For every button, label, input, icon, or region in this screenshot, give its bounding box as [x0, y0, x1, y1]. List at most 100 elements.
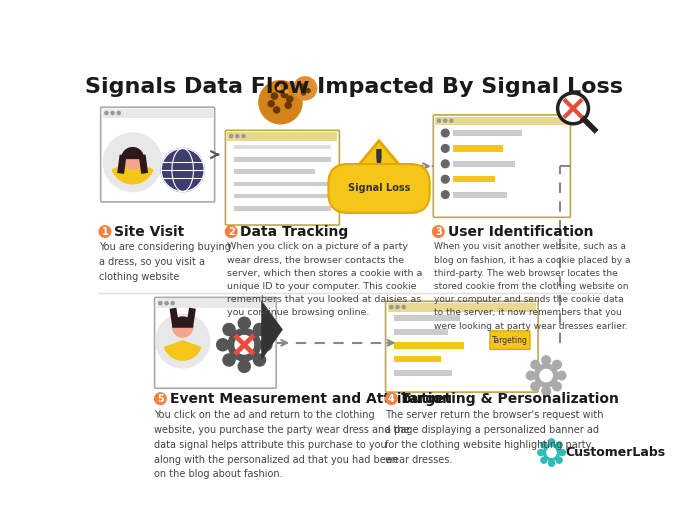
Text: 2: 2 — [228, 227, 235, 237]
Circle shape — [230, 134, 233, 138]
Circle shape — [104, 133, 162, 192]
FancyBboxPatch shape — [235, 194, 331, 199]
Wedge shape — [112, 162, 153, 184]
Circle shape — [165, 302, 168, 305]
Text: Targeting & Personalization: Targeting & Personalization — [401, 392, 618, 406]
FancyBboxPatch shape — [395, 342, 464, 349]
FancyBboxPatch shape — [395, 315, 460, 321]
Text: Data Tracking: Data Tracking — [240, 225, 348, 238]
Circle shape — [437, 119, 441, 122]
FancyBboxPatch shape — [435, 117, 569, 125]
Text: Event Measurement and Attribution: Event Measurement and Attribution — [170, 392, 451, 406]
Text: The server return the browser's request with
a page displaying a personalized ba: The server return the browser's request … — [385, 410, 604, 465]
Circle shape — [285, 102, 291, 108]
Circle shape — [549, 460, 555, 466]
Circle shape — [306, 89, 310, 92]
FancyBboxPatch shape — [235, 144, 331, 149]
Circle shape — [542, 387, 551, 395]
Circle shape — [268, 101, 275, 107]
FancyBboxPatch shape — [155, 297, 276, 388]
FancyBboxPatch shape — [235, 206, 331, 211]
Circle shape — [402, 305, 405, 309]
FancyBboxPatch shape — [453, 161, 515, 167]
Circle shape — [442, 175, 449, 183]
Circle shape — [301, 84, 305, 88]
Circle shape — [549, 439, 555, 445]
Circle shape — [556, 457, 562, 463]
FancyBboxPatch shape — [388, 303, 536, 312]
Circle shape — [242, 134, 245, 138]
Circle shape — [302, 91, 306, 95]
Circle shape — [236, 134, 239, 138]
Circle shape — [260, 339, 272, 351]
FancyBboxPatch shape — [235, 169, 315, 174]
Circle shape — [171, 302, 174, 305]
Circle shape — [111, 112, 114, 115]
FancyBboxPatch shape — [395, 370, 452, 376]
Polygon shape — [262, 300, 283, 361]
Circle shape — [238, 361, 250, 372]
Circle shape — [99, 226, 110, 237]
Text: 3: 3 — [435, 227, 442, 237]
FancyBboxPatch shape — [386, 301, 538, 392]
FancyBboxPatch shape — [453, 130, 522, 136]
Circle shape — [541, 442, 547, 448]
Circle shape — [277, 87, 280, 90]
Text: You are considering buying
a dress, so you visit a
clothing website: You are considering buying a dress, so y… — [99, 242, 230, 282]
Circle shape — [117, 112, 120, 115]
Circle shape — [253, 323, 266, 336]
Circle shape — [540, 370, 552, 382]
Circle shape — [535, 364, 558, 387]
FancyBboxPatch shape — [235, 157, 331, 161]
Circle shape — [531, 382, 540, 391]
Circle shape — [542, 356, 551, 364]
FancyBboxPatch shape — [227, 132, 337, 141]
Circle shape — [556, 442, 562, 448]
Circle shape — [553, 361, 562, 369]
Circle shape — [560, 450, 565, 456]
Wedge shape — [122, 148, 144, 158]
Circle shape — [285, 90, 288, 93]
FancyBboxPatch shape — [453, 176, 495, 182]
Circle shape — [386, 393, 397, 405]
Circle shape — [122, 148, 144, 169]
Circle shape — [526, 371, 535, 380]
Circle shape — [549, 447, 555, 453]
Text: Targeting: Targeting — [492, 336, 528, 345]
Text: When you visit another website, such as a
blog on fashion, it has a cookie place: When you visit another website, such as … — [434, 242, 630, 331]
FancyBboxPatch shape — [395, 329, 448, 335]
Circle shape — [253, 354, 266, 366]
Circle shape — [238, 317, 250, 329]
Text: When you click on a picture of a party
wear dress, the browser contacts the
serv: When you click on a picture of a party w… — [226, 242, 422, 318]
Circle shape — [159, 302, 162, 305]
Wedge shape — [172, 317, 193, 327]
Circle shape — [396, 305, 399, 309]
Circle shape — [433, 226, 444, 237]
Circle shape — [553, 382, 562, 391]
Text: 5: 5 — [157, 393, 164, 404]
Circle shape — [442, 191, 449, 199]
Circle shape — [390, 305, 393, 309]
Circle shape — [273, 107, 279, 113]
Text: 1: 1 — [101, 227, 108, 237]
Circle shape — [293, 77, 317, 100]
FancyBboxPatch shape — [157, 299, 275, 308]
Circle shape — [538, 450, 544, 456]
Circle shape — [444, 119, 447, 122]
Circle shape — [223, 354, 235, 366]
FancyBboxPatch shape — [235, 182, 331, 186]
Polygon shape — [346, 141, 411, 179]
Circle shape — [156, 314, 210, 368]
Circle shape — [558, 93, 589, 124]
Text: User Identification: User Identification — [448, 225, 593, 238]
Circle shape — [442, 144, 449, 152]
Text: CustomerLabs: CustomerLabs — [565, 446, 665, 459]
Text: 4: 4 — [388, 393, 395, 404]
Text: Signals Data Flow Impacted By Signal Loss: Signals Data Flow Impacted By Signal Los… — [85, 77, 622, 97]
FancyBboxPatch shape — [395, 356, 441, 363]
Circle shape — [271, 93, 277, 99]
Circle shape — [259, 81, 302, 124]
Text: Signal Loss: Signal Loss — [348, 183, 411, 193]
Wedge shape — [547, 452, 555, 457]
Text: !: ! — [372, 148, 386, 177]
